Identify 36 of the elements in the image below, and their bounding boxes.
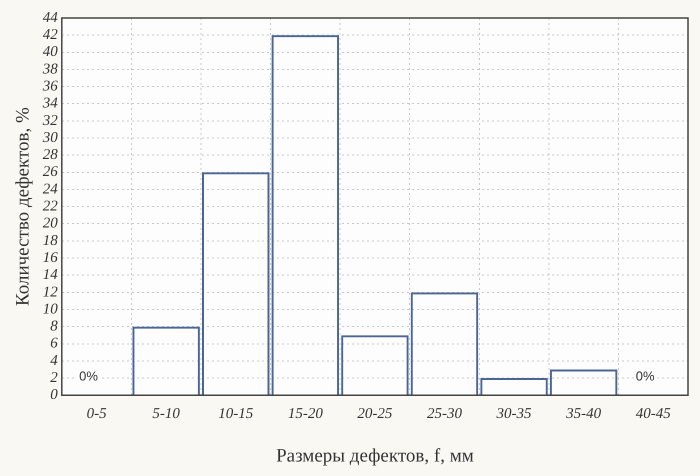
x-tick-label: 35-40 [565,406,602,422]
y-tick-label: 18 [42,232,58,249]
x-tick-label: 25-30 [426,406,462,422]
y-tick-label: 22 [42,198,58,215]
y-tick-label: 44 [42,10,58,26]
y-tick-label: 38 [42,61,58,78]
y-tick-label: 28 [42,147,58,164]
y-tick-label: 24 [42,181,58,198]
x-tick-label: 5-10 [152,406,180,422]
y-tick-label: 20 [42,216,58,232]
y-tick-label: 26 [42,164,58,180]
y-tick-label: 2 [50,370,58,386]
y-tick-label: 40 [42,44,58,60]
y-tick-label: 8 [50,318,58,335]
x-tick-label: 20-25 [357,406,393,422]
y-tick-label: 32 [42,112,58,129]
x-tick-label: 10-15 [218,406,254,422]
y-tick-label: 10 [42,301,58,318]
x-axis-title: Размеры дефектов, f, мм [276,446,474,467]
x-tick-label: 15-20 [288,406,324,422]
y-tick-label: 4 [50,352,58,369]
y-tick-label: 34 [42,96,58,112]
x-tick-label: 30-35 [496,406,532,422]
y-tick-label: 14 [42,267,58,284]
x-tick-label: 0-5 [86,406,108,422]
data-label: 0% [79,368,98,384]
y-tick-label: 36 [42,78,58,95]
y-tick-label: 12 [42,284,58,300]
y-tick-label: 6 [50,336,58,352]
y-tick-label: 30 [42,130,58,146]
y-tick-label: 42 [42,27,58,44]
y-tick-label: 16 [42,250,58,266]
y-axis-title: Количество дефектов, % [12,107,34,306]
y-tick-label: 0 [50,387,58,404]
data-label: 0% [636,368,655,384]
x-tick-label: 40-45 [636,406,672,422]
